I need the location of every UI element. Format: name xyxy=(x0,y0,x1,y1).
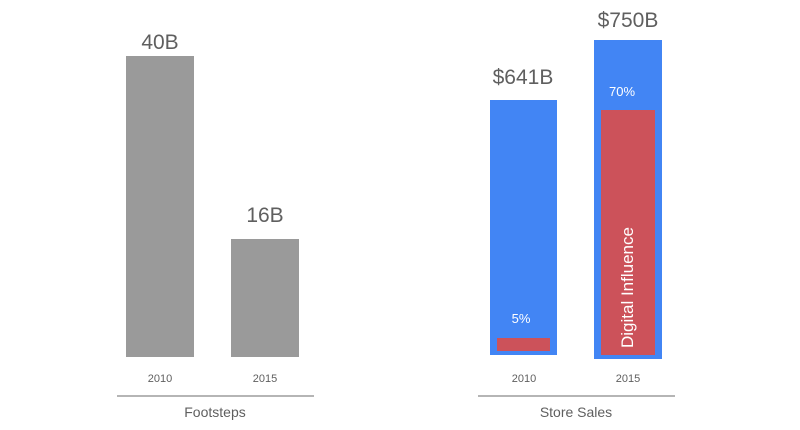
footsteps-2015-year: 2015 xyxy=(252,373,278,385)
digital-influence-2010-bar xyxy=(497,338,550,351)
digital-influence-2015-pct: 70% xyxy=(608,84,636,99)
footsteps-2010-bar xyxy=(126,56,194,357)
footsteps-2015-bar xyxy=(231,239,299,357)
store-sales-axis-line xyxy=(478,395,675,397)
digital-influence-2010-pct: 5% xyxy=(511,311,531,326)
store-sales-2010-value: $641B xyxy=(492,66,554,89)
footsteps-2010-value: 40B xyxy=(141,31,179,54)
footsteps-axis-title: Footsteps xyxy=(184,404,246,420)
footsteps-2015-value: 16B xyxy=(246,204,284,227)
store-sales-2015-year: 2015 xyxy=(615,373,641,385)
store-sales-2010-bar xyxy=(490,100,557,355)
store-sales-2015-value: $750B xyxy=(597,9,659,32)
footsteps-axis-line xyxy=(117,395,314,397)
digital-influence-label: Digital Influence xyxy=(618,227,637,348)
footsteps-2010-year: 2010 xyxy=(147,373,173,385)
store-sales-axis-title: Store Sales xyxy=(539,404,613,420)
digital-influence-2015-bar xyxy=(601,110,655,355)
store-sales-2010-year: 2010 xyxy=(511,373,537,385)
